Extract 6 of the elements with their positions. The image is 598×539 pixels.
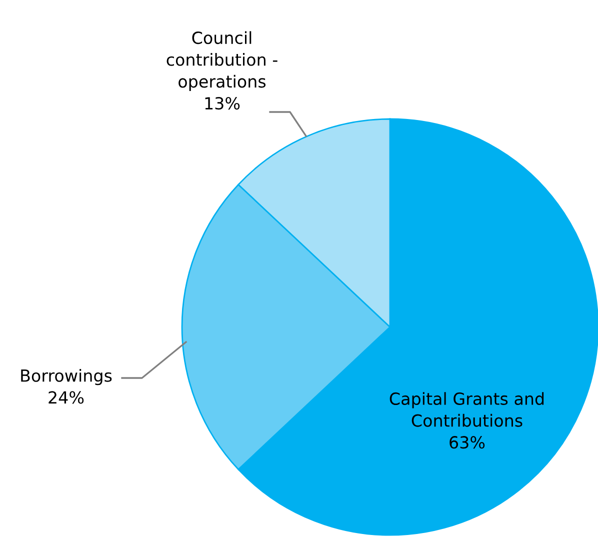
- slice-label: Capital Grants and Contributions: [390, 392, 544, 427]
- data-label: 63%: [450, 436, 485, 449]
- data-label: 13%: [205, 96, 240, 110]
- slice-label: Borrowings: [21, 369, 112, 386]
- data-label: 24%: [48, 391, 84, 404]
- slice-label: Council contribution - operations: [166, 31, 278, 91]
